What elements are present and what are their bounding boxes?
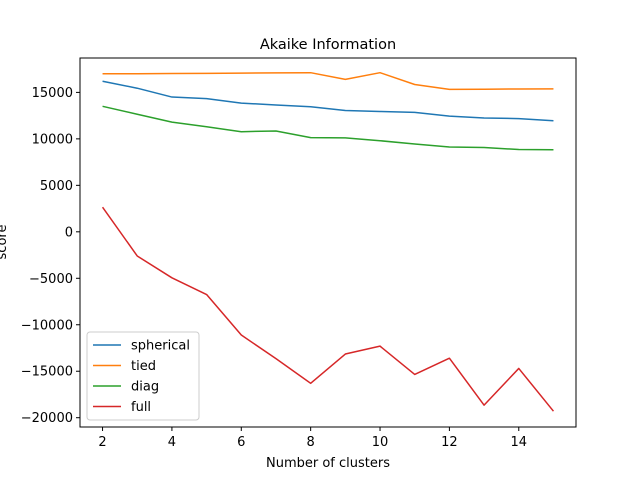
x-tick-label: 6 [237, 435, 245, 450]
y-tick-label: −10000 [21, 318, 73, 333]
legend-label-full: full [131, 400, 151, 415]
y-axis-label: score [0, 225, 10, 260]
series-line-diag [102, 105, 554, 151]
chart-title: Akaike Information [260, 37, 396, 53]
x-tick-label: 14 [510, 435, 527, 450]
x-tick-label: 4 [168, 435, 176, 450]
series-line-tied [102, 71, 554, 91]
x-tick-label: 2 [98, 435, 106, 450]
series-layer [101, 71, 555, 412]
series-line-spherical [102, 80, 554, 122]
y-tick-label: 15000 [32, 86, 73, 101]
legend-box [86, 331, 200, 421]
series-line-full [101, 206, 555, 412]
x-tick-label: 12 [441, 435, 458, 450]
y-tick-label: 5000 [40, 179, 73, 194]
plot-frame [79, 57, 577, 428]
x-axis: 2 4 6 8 10 12 14 [98, 427, 527, 450]
x-tick-label: 8 [307, 435, 315, 450]
legend: spherical tied diag full [86, 331, 200, 421]
y-axis: −20000 −15000 −10000 −5000 0 5000 10000 15000 [21, 86, 80, 426]
legend-label-spherical: spherical [131, 339, 190, 354]
legend-label-tied: tied [131, 359, 156, 374]
y-tick-label: 10000 [32, 132, 73, 147]
y-tick-label: −20000 [21, 411, 73, 426]
y-tick-label: −5000 [29, 272, 73, 287]
y-tick-label: 0 [65, 225, 73, 240]
x-tick-label: 10 [372, 435, 389, 450]
x-axis-label: Number of clusters [266, 456, 390, 471]
legend-label-diag: diag [131, 380, 159, 395]
y-tick-label: −15000 [21, 365, 73, 380]
